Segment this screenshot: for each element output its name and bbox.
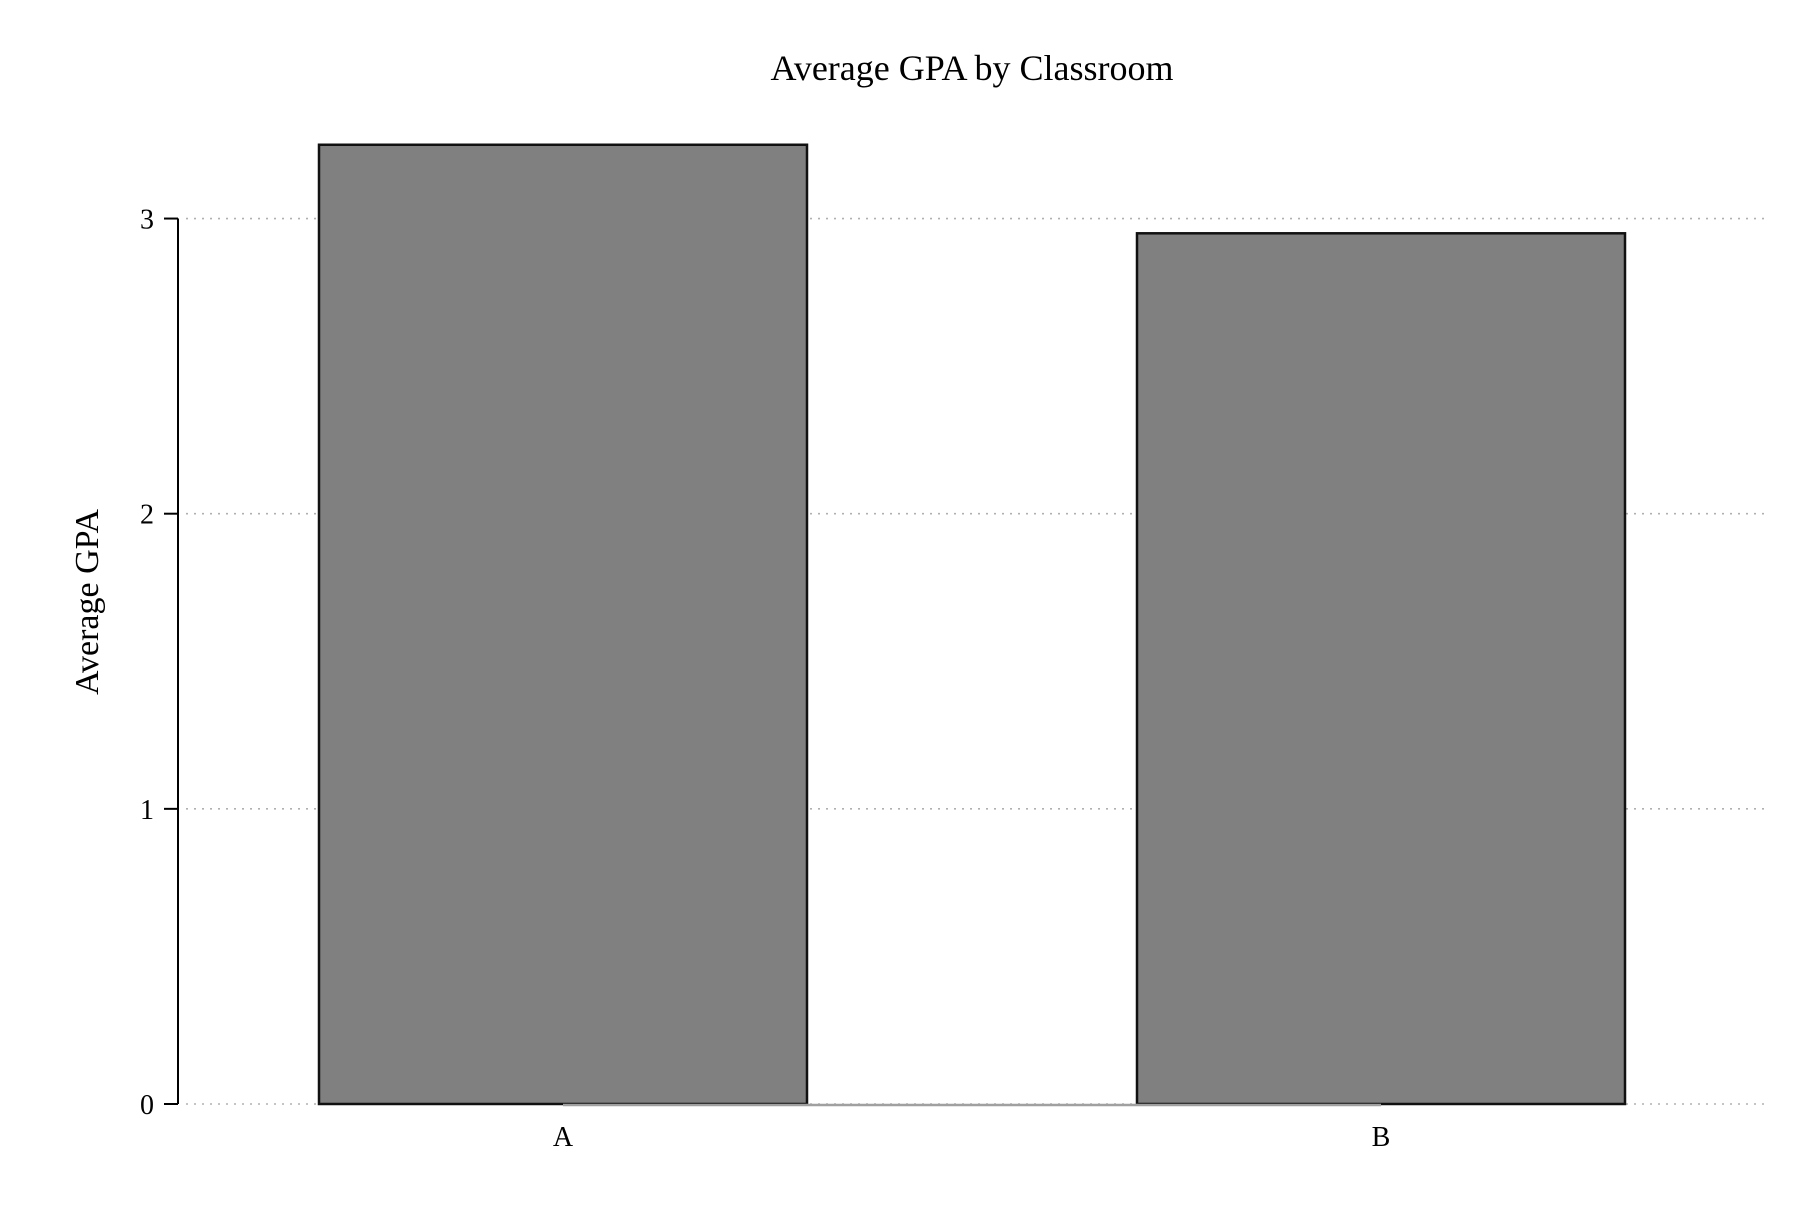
y-axis: 0 1 2 3 <box>140 205 179 1121</box>
x-tick-label: A <box>553 1122 574 1153</box>
x-tick-label: B <box>1372 1122 1391 1153</box>
y-tick-label: 1 <box>140 795 154 826</box>
y-tick-label: 3 <box>140 205 154 236</box>
bar-b <box>1135 232 1627 1106</box>
bar-a <box>317 143 809 1106</box>
y-tick-label: 0 <box>140 1090 154 1121</box>
bars <box>317 143 1627 1107</box>
y-axis-label: Average GPA <box>69 509 106 695</box>
y-tick-label: 2 <box>140 500 154 531</box>
chart-title: Average GPA by Classroom <box>771 48 1174 88</box>
